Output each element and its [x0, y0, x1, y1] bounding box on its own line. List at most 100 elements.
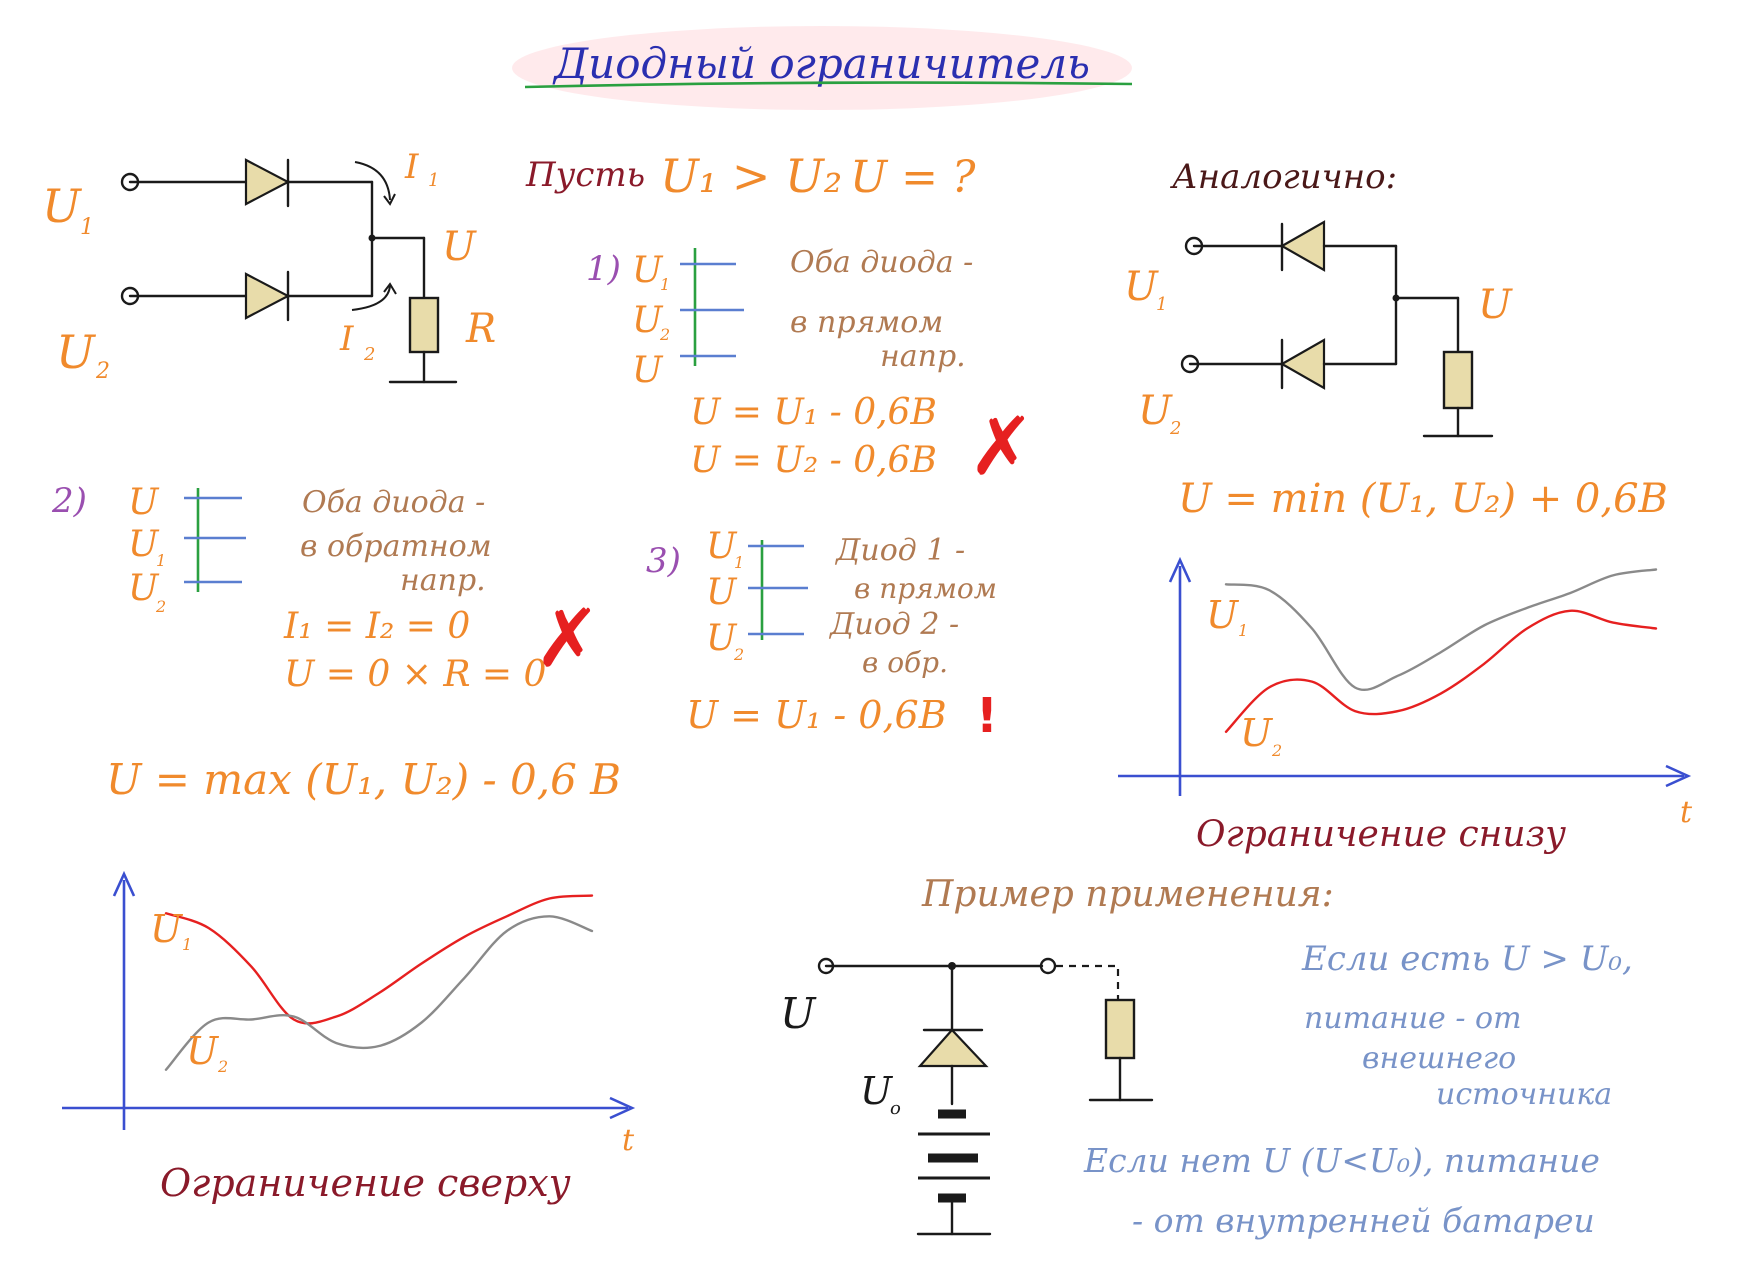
case-2-equation-2: U = 0 × R = 0: [284, 654, 546, 695]
case-2-number: 2): [51, 481, 87, 521]
case-1-reject-mark: ✗: [968, 400, 1035, 493]
diode-3-icon: [1279, 220, 1326, 272]
case-3-accept-mark: !: [976, 688, 998, 744]
case-1-equation-1: U = U₁ - 0,6В: [690, 392, 937, 433]
case-1-note-line-2: в прямом: [790, 305, 943, 340]
label-u2-sub: 2: [95, 359, 110, 384]
chart-1-legend-u2-sub: 2: [217, 1057, 228, 1076]
label-u1-right: U: [1124, 264, 1159, 310]
current-i1-arrow-icon: [354, 161, 391, 201]
chart-lower-limit: t U 1 U 2 Ограничение снизу: [1118, 556, 1693, 855]
label-u2-right-sub: 2: [1169, 418, 1181, 439]
example-note-1-line-3: внешнего: [1362, 1041, 1516, 1076]
case-2-reject-mark: ✗: [534, 592, 601, 685]
label-i1-sub: 1: [428, 170, 439, 191]
formula-min: U = min (U₁, U₂) + 0,6В: [1178, 476, 1668, 522]
analog-label: Аналогично:: [1170, 157, 1397, 197]
premise: Пусть U₁ > U₂ U = ?: [525, 149, 976, 203]
title-highlight: [512, 26, 1132, 110]
label-u-out-right: U: [1478, 282, 1513, 328]
label-u-out: U: [442, 224, 477, 270]
case-2-note-line-2: в обратном: [300, 529, 492, 564]
page-title: Диодный ограничитель: [552, 39, 1090, 88]
chart-1-legend-u1: U: [150, 907, 184, 951]
example-label-u: U: [780, 989, 817, 1038]
case-3-note-line-3: Диод 2 -: [828, 607, 959, 642]
chart-1-y-arrow-icon: [112, 870, 136, 897]
diode-4-icon: [1279, 338, 1326, 390]
label-u1: U: [42, 179, 83, 233]
case-1-note-line-1: Оба диода -: [790, 245, 973, 280]
chart-1-x-label: t: [622, 1123, 635, 1158]
chart-2-x-arrow-icon: [1665, 764, 1692, 788]
case-3-number: 3): [646, 541, 681, 581]
label-u1-sub: 1: [80, 215, 94, 240]
diode-2-icon: [244, 272, 291, 320]
case-3: 3) U 1 U U 2 Диод 1 - в прямом Диод 2 - …: [646, 526, 998, 744]
case-2-label-u2: U: [128, 568, 160, 609]
case-3-equation: U = U₁ - 0,6В: [686, 693, 947, 737]
case-2: 2) U U 1 U 2 Оба диода - в обратном напр…: [51, 481, 601, 695]
current-i2-arrow-icon: [351, 285, 391, 311]
chart-1-legend-u2: U: [186, 1029, 220, 1073]
chart-1-x-arrow-icon: [609, 1096, 636, 1120]
formula-max: U = max (U₁, U₂) - 0,6 В: [106, 755, 621, 804]
premise-condition: U₁ > U₂: [660, 149, 842, 203]
chart-2-legend-u1-sub: 1: [1238, 621, 1248, 640]
chart-1-series-2-line: [164, 915, 594, 1071]
case-1-equation-2: U = U₂ - 0,6В: [690, 440, 937, 481]
case-1-note-line-3: напр.: [880, 339, 966, 374]
case-1-label-u: U: [632, 350, 664, 391]
current-i1-arrowhead-icon: [383, 193, 396, 206]
example-title: Пример применения:: [921, 874, 1334, 915]
load-dashed-wire: [1056, 964, 1120, 1000]
case-1-label-u1: U: [632, 250, 664, 291]
case-2-label-u1: U: [128, 524, 160, 565]
title-underline: [524, 81, 1133, 89]
case-2-label-u: U: [128, 482, 160, 523]
chart-1-series-1-line: [164, 894, 594, 1025]
chart-2-legend-u2: U: [1240, 711, 1274, 755]
chart-1-legend-u1-sub: 1: [182, 935, 192, 954]
label-u2: U: [56, 325, 97, 379]
label-i1: I: [404, 147, 419, 187]
example-note-2-line-1: Если нет U (U<U₀), питание: [1083, 1141, 1600, 1180]
circuit-min: Аналогично: U 1 U 2 U: [1124, 157, 1513, 439]
title-group: Диодный ограничитель: [512, 26, 1133, 110]
resistor-icon: [408, 296, 440, 354]
diode-5-icon: [917, 1028, 989, 1068]
case-3-label-u1: U: [706, 526, 738, 567]
case-3-label-u2-sub: 2: [733, 645, 744, 664]
case-2-label-u1-sub: 1: [156, 551, 166, 570]
premise-text: Пусть: [525, 155, 645, 195]
chart-2-legend-u1: U: [1206, 593, 1240, 637]
case-1: 1) U 1 U 2 U Оба диода - в прямом напр. …: [586, 245, 1035, 493]
example-label-u0-sub: o: [890, 1098, 901, 1119]
case-1-label-u1-sub: 1: [660, 275, 670, 294]
case-3-note-line-1: Диод 1 -: [834, 533, 965, 568]
case-3-note-line-4: в обр.: [862, 646, 948, 679]
case-2-equation-1: I₁ = I₂ = 0: [283, 606, 470, 647]
case-1-number: 1): [586, 249, 621, 289]
example-note-2-line-2: - от внутренней батареи: [1132, 1201, 1595, 1240]
label-u2-right: U: [1138, 388, 1173, 434]
label-u1-right-sub: 1: [1156, 294, 1167, 315]
label-i2-sub: 2: [363, 344, 375, 365]
chart-upper-limit: t U 1 U 2 Ограничение сверху: [62, 870, 636, 1205]
chart-2-caption: Ограничение снизу: [1196, 814, 1566, 855]
example-note-1-line-2: питание - от: [1304, 1001, 1522, 1036]
label-r: R: [465, 306, 496, 352]
case-3-label-u1-sub: 1: [734, 553, 744, 572]
chart-1-caption: Ограничение сверху: [160, 1161, 571, 1205]
current-i2-arrowhead-icon: [383, 282, 397, 295]
chart-2-x-label: t: [1680, 795, 1693, 830]
case-3-label-u2: U: [706, 618, 738, 659]
load-resistor-icon: [1104, 998, 1136, 1060]
case-1-label-u2-sub: 2: [659, 325, 670, 344]
chart-2-series-1-line: [1224, 568, 1658, 692]
case-2-label-u2-sub: 2: [155, 597, 166, 616]
example-note-1-line-4: источника: [1436, 1077, 1612, 1112]
label-i2: I: [339, 319, 354, 359]
